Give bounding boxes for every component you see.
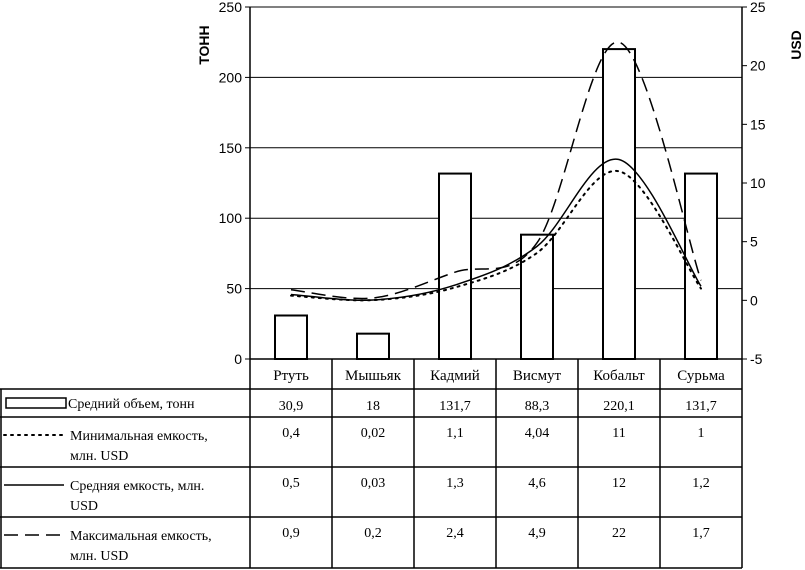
max-capacity-line <box>290 41 702 300</box>
legend-label: Максимальная емкость, млн. USD <box>70 529 212 564</box>
table-cell: 0,2 <box>364 526 382 541</box>
data-table: Ртуть Мышьяк Кадмий Висмут Кобальт Сурьма Сред… <box>0 359 742 569</box>
right-tick-label: 5 <box>750 234 758 250</box>
table-cell: 0,02 <box>361 426 386 441</box>
left-tick-label: 200 <box>219 69 243 85</box>
right-tick-label: 0 <box>750 292 758 308</box>
right-tick-label: -5 <box>750 351 763 367</box>
right-tick-label: 25 <box>750 0 766 15</box>
table-cell: 22 <box>612 526 626 541</box>
left-tick-label: 50 <box>226 281 242 297</box>
right-tick-label: 15 <box>750 116 766 132</box>
avg-capacity-line <box>290 158 702 301</box>
table-cell: 11 <box>612 426 625 441</box>
category-label: Сурьма <box>677 368 725 384</box>
table-cell: 1 <box>698 426 705 441</box>
legend-label: Средняя емкость, млн. USD <box>70 479 204 514</box>
bar-series <box>274 48 718 361</box>
table-cell: 1,1 <box>446 426 464 441</box>
table-cell: 0,4 <box>282 426 300 441</box>
table-cell: 0,5 <box>282 476 300 491</box>
table-cell: 1,7 <box>692 526 710 541</box>
legend-label: Минимальная емкость, млн. USD <box>70 429 208 464</box>
table-cell: 88,3 <box>525 399 550 414</box>
gridlines <box>250 6 742 290</box>
category-label: Мышьяк <box>345 368 402 384</box>
table-cell: 12 <box>612 476 626 491</box>
left-axis-title: ТОНН <box>196 25 212 64</box>
table-cell: 4,9 <box>528 526 546 541</box>
right-tick-label: 20 <box>750 58 766 74</box>
bar <box>274 314 308 360</box>
table-cell: 0,9 <box>282 526 300 541</box>
table-cell: 1,3 <box>446 476 464 491</box>
legend-bar-icon <box>5 397 67 409</box>
table-cell: 1,2 <box>692 476 710 491</box>
right-axis-title: USD <box>788 30 804 60</box>
bar <box>438 172 472 360</box>
right-tick-label: 10 <box>750 175 766 191</box>
table-cell: 4,6 <box>528 476 546 491</box>
table-cell: 30,9 <box>279 399 304 414</box>
table-cell: 131,7 <box>685 399 717 414</box>
category-label: Висмут <box>513 368 562 384</box>
table-cell: 220,1 <box>603 399 635 414</box>
bar <box>602 48 636 360</box>
min-capacity-line <box>290 170 702 302</box>
left-tick-label: 150 <box>219 140 243 156</box>
table-cell: 2,4 <box>446 526 464 541</box>
table-cell: 18 <box>366 399 380 414</box>
category-label: Ртуть <box>273 368 309 384</box>
table-cell: 0,03 <box>361 476 386 491</box>
left-tick-label: 100 <box>219 210 243 226</box>
left-tick-label: 250 <box>219 0 243 15</box>
legend-label: Средний объем, тонн <box>68 397 195 412</box>
line-series <box>290 41 702 302</box>
category-label: Кадмий <box>430 368 480 384</box>
table-cell: 131,7 <box>439 399 471 414</box>
left-tick-label: 0 <box>234 351 242 367</box>
bar <box>356 332 390 361</box>
category-label: Кобальт <box>593 368 645 384</box>
table-cell: 4,04 <box>525 426 550 441</box>
